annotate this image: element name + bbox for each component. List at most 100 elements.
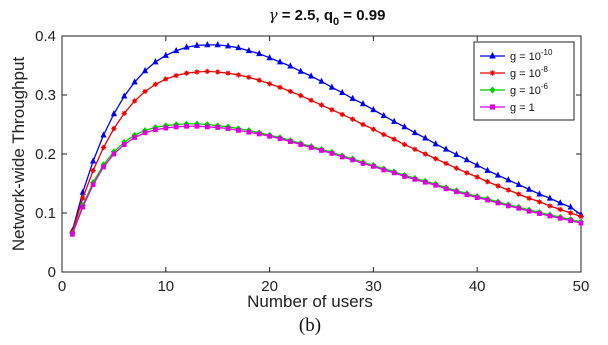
square-marker [90, 182, 96, 188]
title-symbol: γ [269, 6, 278, 24]
triangle-marker [308, 72, 315, 79]
star-marker [495, 183, 501, 189]
triangle-marker [110, 110, 117, 117]
square-marker [80, 204, 86, 210]
star-marker [90, 167, 96, 174]
square-marker [339, 154, 345, 160]
square-marker [505, 203, 511, 209]
star-marker [505, 187, 511, 193]
triangle-marker [380, 111, 387, 119]
legend-label: g = 10-6 [510, 82, 549, 97]
series-1 [69, 68, 584, 235]
square-marker [215, 125, 221, 130]
star-marker [453, 165, 460, 171]
square-marker [153, 127, 158, 133]
legend-label-base: g = 10 [510, 68, 541, 80]
triangle-marker [235, 44, 242, 51]
square-marker [132, 135, 138, 140]
star-marker [142, 88, 148, 95]
square-marker [537, 211, 542, 216]
figure-caption: (b) [299, 315, 321, 336]
triangle-marker [546, 194, 553, 201]
triangle-marker [328, 83, 335, 90]
star-marker [578, 213, 584, 220]
triangle-marker [557, 199, 564, 206]
square-marker [402, 174, 407, 179]
star-marker [246, 74, 252, 80]
x-tick-label: 20 [261, 278, 278, 295]
square-marker [557, 215, 563, 221]
square-marker [298, 142, 304, 147]
y-tick-label: 0.3 [35, 87, 56, 104]
triangle-marker [489, 51, 496, 59]
triangle-marker [432, 140, 439, 147]
triangle-marker [193, 41, 201, 48]
legend-label: g = 10-8 [510, 65, 549, 80]
star-marker [360, 121, 366, 128]
star-marker [235, 72, 242, 78]
square-marker [184, 123, 189, 129]
star-marker [526, 195, 532, 201]
star-marker [298, 92, 304, 99]
square-marker [433, 182, 439, 188]
legend-label-base: g = 10 [510, 51, 541, 63]
triangle-marker [370, 105, 377, 113]
triangle-marker [224, 42, 232, 49]
title-main: = 2.5, q [278, 7, 333, 24]
square-marker [142, 130, 148, 136]
triangle-marker [422, 134, 429, 141]
star-marker [474, 174, 480, 180]
triangle-marker [245, 46, 252, 54]
square-marker [121, 142, 127, 147]
legend-entries: g = 10-10g = 10-8g = 10-6g = 1 [480, 48, 553, 114]
square-marker [360, 161, 366, 166]
triangle-marker [463, 156, 470, 163]
diamond-marker [489, 86, 496, 94]
star-marker [489, 70, 496, 76]
square-marker [381, 167, 387, 173]
series-0 [69, 41, 585, 234]
star-marker [516, 191, 522, 197]
series-line [71, 44, 582, 231]
square-marker [578, 220, 584, 226]
series-layer [69, 41, 585, 237]
legend-label-exponent: -10 [541, 48, 553, 57]
square-marker [246, 129, 252, 135]
triangle-marker [339, 88, 346, 96]
square-marker [319, 148, 324, 153]
triangle-marker [484, 166, 491, 173]
triangle-marker [141, 67, 149, 74]
square-marker [350, 157, 356, 163]
star-marker [339, 111, 345, 118]
star-marker [225, 70, 231, 76]
legend-label-base: g = 1 [510, 102, 535, 114]
triangle-marker [173, 46, 180, 54]
triangle-marker [100, 131, 107, 138]
square-marker [474, 195, 480, 201]
triangle-marker [131, 78, 138, 85]
triangle-marker [318, 77, 325, 84]
triangle-marker [494, 171, 502, 178]
star-marker [422, 151, 428, 157]
star-marker [308, 97, 314, 103]
square-marker [526, 208, 532, 214]
triangle-marker [567, 203, 574, 210]
triangle-marker [515, 180, 522, 188]
triangle-marker [162, 51, 169, 58]
star-marker [370, 126, 376, 132]
star-marker [568, 210, 574, 216]
star-marker [557, 206, 563, 213]
star-marker [256, 77, 262, 83]
square-marker [225, 126, 231, 132]
triangle-marker [401, 123, 408, 130]
square-marker [101, 164, 106, 170]
legend-entry: g = 10-8 [480, 65, 549, 80]
square-marker [236, 128, 241, 133]
square-marker [547, 213, 553, 219]
square-marker [516, 205, 522, 211]
triangle-marker [266, 54, 273, 61]
star-marker [173, 72, 179, 79]
x-tick-label: 0 [58, 278, 66, 295]
title-tail: = 0.99 [339, 7, 385, 24]
square-marker [568, 218, 573, 224]
